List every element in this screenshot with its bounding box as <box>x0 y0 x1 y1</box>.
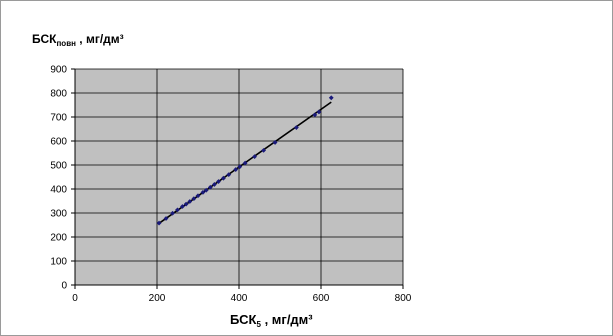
y-tick-label: 500 <box>50 161 67 172</box>
data-point <box>163 216 169 221</box>
data-point <box>195 193 201 199</box>
data-point <box>203 187 209 193</box>
y-tick-label: 400 <box>50 185 67 196</box>
data-point <box>187 199 193 204</box>
data-point <box>233 167 239 172</box>
y-tick-label: 900 <box>50 65 67 76</box>
x-axis-label: БСК5 , мг/дм³ <box>230 312 313 329</box>
data-point <box>216 179 221 184</box>
y-ticks: 0 100 200 300 400 500 600 700 800 900 <box>50 65 67 292</box>
y-tick-label: 600 <box>50 137 67 148</box>
data-point <box>242 160 248 166</box>
x-tick-label: 400 <box>231 293 248 304</box>
data-point <box>170 210 175 216</box>
data-point <box>294 125 299 130</box>
data-point <box>252 154 257 159</box>
data-point <box>156 220 162 226</box>
x-tick-label: 600 <box>313 293 330 304</box>
data-point <box>316 109 322 115</box>
y-axis-label: БСКповн , мг/дм³ <box>32 32 124 48</box>
y-tick-label: 300 <box>50 209 67 220</box>
data-point <box>328 95 334 101</box>
x-ticks: 0 200 400 600 800 <box>72 293 412 304</box>
grid <box>75 68 404 285</box>
data-point <box>200 189 206 195</box>
y-tick-label: 800 <box>50 89 67 100</box>
y-tick-label: 0 <box>61 281 67 292</box>
data-point <box>221 175 226 181</box>
data-points <box>156 95 334 226</box>
data-point <box>183 201 189 207</box>
y-tick-label: 200 <box>50 233 67 244</box>
data-point <box>212 182 217 187</box>
data-point <box>272 140 278 145</box>
x-tick-label: 200 <box>149 293 166 304</box>
x-tick-label: 800 <box>395 293 412 304</box>
x-tick-label: 0 <box>72 293 78 304</box>
data-point <box>261 147 266 153</box>
data-point <box>207 184 213 190</box>
y-tick-label: 100 <box>50 257 67 268</box>
data-point <box>312 112 318 118</box>
data-point <box>180 204 185 209</box>
data-point <box>226 172 232 177</box>
data-point <box>175 207 180 213</box>
y-tick-label: 700 <box>50 113 67 124</box>
axes <box>71 68 404 289</box>
data-point <box>237 164 243 170</box>
data-point <box>191 196 197 201</box>
